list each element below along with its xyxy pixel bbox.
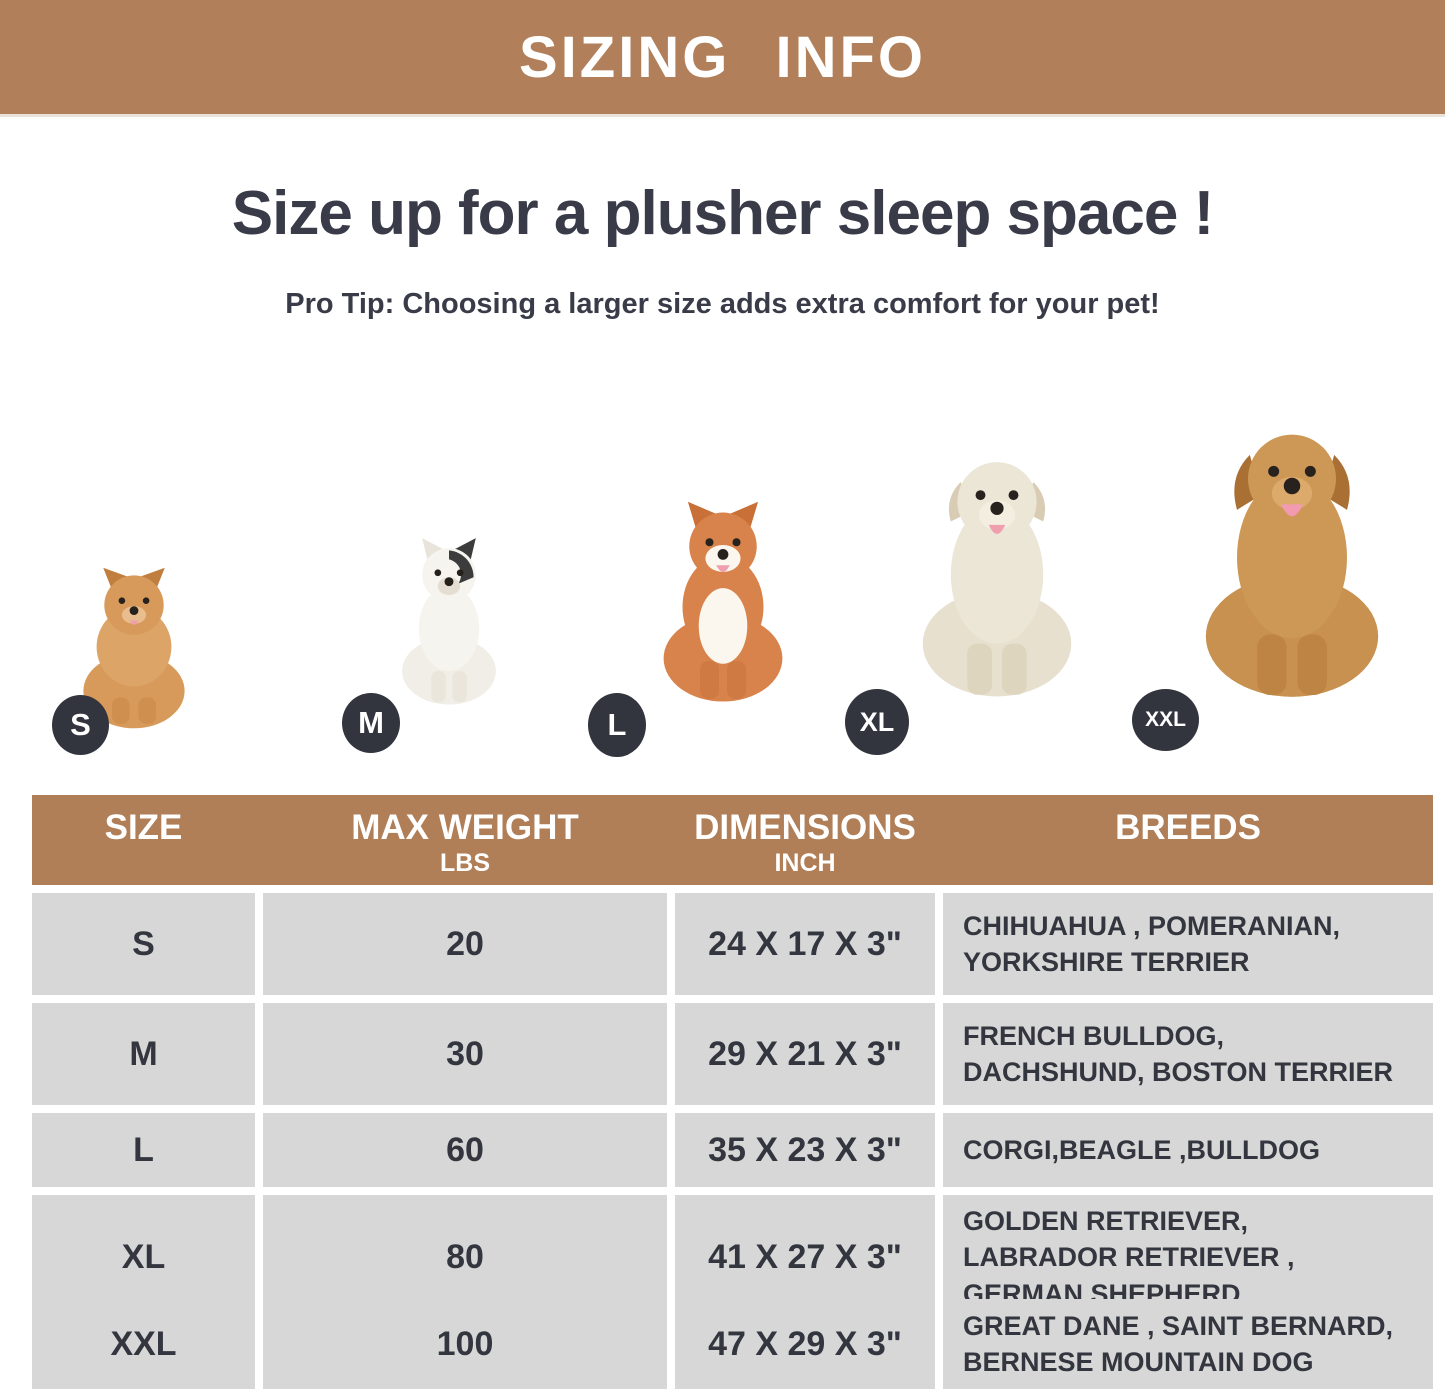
table-row-xxl: XXL 100 47 X 29 X 3" GREAT DANE , SAINT … bbox=[32, 1299, 1433, 1389]
header-max-weight-label: MAX WEIGHT bbox=[351, 808, 579, 847]
golden-retriever-dog-icon bbox=[1182, 364, 1402, 762]
cell-max-weight: 100 bbox=[263, 1299, 667, 1389]
header-size-label: SIZE bbox=[104, 808, 183, 847]
french-bulldog-dog-icon bbox=[382, 484, 516, 762]
cell-max-weight: 30 bbox=[263, 1003, 667, 1105]
size-badge-xl-label: XL bbox=[859, 706, 895, 737]
banner: SIZING INFO bbox=[0, 0, 1445, 117]
cell-breeds: FRENCH BULLDOG, DACHSHUND, BOSTON TERRIE… bbox=[943, 1003, 1433, 1105]
table-row-m: M 30 29 X 21 X 3" FRENCH BULLDOG, DACHSH… bbox=[32, 1003, 1433, 1105]
size-badge-l: L bbox=[588, 693, 646, 757]
size-badge-xl: XL bbox=[845, 689, 909, 755]
sizing-table: SIZE MAX WEIGHT LBS DIMENSIONS INCH BREE… bbox=[32, 795, 1433, 1389]
cell-breeds: GREAT DANE , SAINT BERNARD, BERNESE MOUN… bbox=[943, 1299, 1433, 1389]
size-badge-xxl: XXL bbox=[1132, 689, 1199, 751]
labrador-retriever-dog-illustration bbox=[922, 462, 1072, 697]
size-badge-xxl-label: XXL bbox=[1145, 708, 1186, 731]
cell-dimensions: 47 X 29 X 3" bbox=[675, 1299, 935, 1389]
cell-size: M bbox=[32, 1003, 255, 1105]
header-breeds: BREEDS bbox=[943, 808, 1433, 885]
pomeranian-dog-illustration bbox=[83, 567, 185, 729]
table-header-row: SIZE MAX WEIGHT LBS DIMENSIONS INCH BREE… bbox=[32, 795, 1433, 885]
cell-breeds: CHIHUAHUA , POMERANIAN, YORKSHIRE TERRIE… bbox=[943, 893, 1433, 995]
shiba-inu-dog-icon bbox=[642, 444, 804, 762]
dog-size-lineup: S M bbox=[0, 350, 1445, 765]
labrador-retriever-dog-icon bbox=[898, 390, 1096, 762]
cell-dimensions: 35 X 23 X 3" bbox=[675, 1113, 935, 1187]
header-size: SIZE bbox=[32, 808, 255, 885]
page-title: Size up for a plusher sleep space ! bbox=[231, 179, 1214, 248]
cell-size: L bbox=[32, 1113, 255, 1187]
header-breeds-label: BREEDS bbox=[1115, 808, 1261, 847]
size-badge-s: S bbox=[52, 695, 109, 755]
header-max-weight-sub: LBS bbox=[440, 848, 490, 877]
cell-max-weight: 20 bbox=[263, 893, 667, 995]
cell-dimensions: 24 X 17 X 3" bbox=[675, 893, 935, 995]
table-row-s: S 20 24 X 17 X 3" CHIHUAHUA , POMERANIAN… bbox=[32, 893, 1433, 995]
pomeranian-dog-icon bbox=[68, 534, 200, 762]
cell-max-weight: 60 bbox=[263, 1113, 667, 1187]
header-dimensions: DIMENSIONS INCH bbox=[675, 808, 935, 885]
french-bulldog-dog-illustration bbox=[402, 538, 496, 705]
cell-dimensions: 29 X 21 X 3" bbox=[675, 1003, 935, 1105]
header-dimensions-label: DIMENSIONS bbox=[694, 808, 916, 847]
pro-tip-text: Pro Tip: Choosing a larger size adds ext… bbox=[285, 288, 1160, 320]
header-dimensions-sub: INCH bbox=[774, 848, 836, 877]
golden-retriever-dog-illustration bbox=[1205, 434, 1379, 697]
size-badge-s-label: S bbox=[70, 707, 91, 742]
table-row-l: L 60 35 X 23 X 3" CORGI,BEAGLE ,BULLDOG bbox=[32, 1113, 1433, 1187]
banner-title: SIZING INFO bbox=[519, 24, 926, 90]
header-max-weight: MAX WEIGHT LBS bbox=[263, 808, 667, 885]
cell-size: XXL bbox=[32, 1299, 255, 1389]
cell-breeds: CORGI,BEAGLE ,BULLDOG bbox=[943, 1113, 1433, 1187]
size-badge-m-label: M bbox=[358, 705, 384, 740]
shiba-inu-dog-illustration bbox=[663, 501, 783, 702]
table-row-xl: XL 80 41 X 27 X 3" GOLDEN RETRIEVER, LAB… bbox=[32, 1195, 1433, 1321]
size-badge-l-label: L bbox=[607, 707, 627, 742]
size-badge-m: M bbox=[342, 693, 400, 753]
cell-size: S bbox=[32, 893, 255, 995]
